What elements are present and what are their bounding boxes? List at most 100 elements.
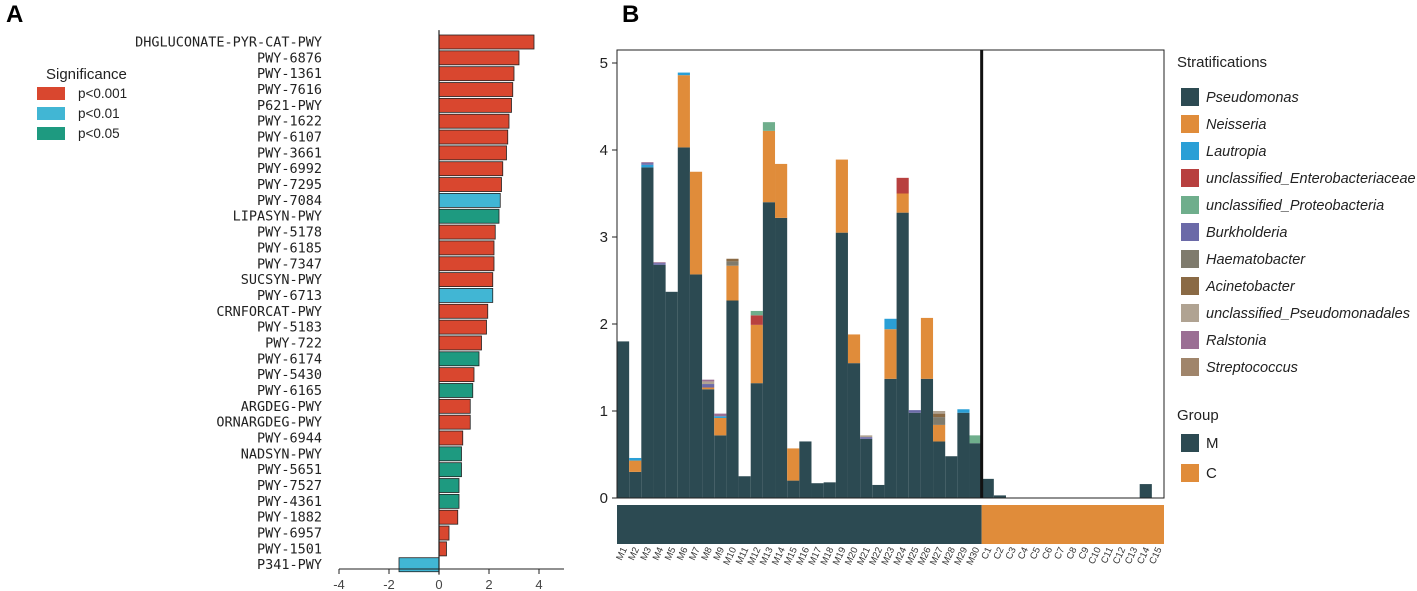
pathway-bar — [438, 541, 447, 557]
stack-segment — [957, 409, 970, 413]
pathway-bar — [438, 430, 464, 446]
sample-label: M4 — [651, 546, 667, 563]
legend-swatch — [1181, 250, 1199, 268]
pathway-bar — [438, 256, 495, 272]
legend-swatch — [1181, 223, 1199, 241]
legend-swatch — [1181, 142, 1199, 160]
stack-segment — [714, 416, 727, 418]
legend-label: p<0.01 — [78, 106, 120, 121]
y-tick-label: 3 — [600, 229, 608, 246]
legend-label: Ralstonia — [1206, 333, 1266, 349]
sample-label: C5 — [1028, 546, 1043, 562]
pathway-label: PWY-1622 — [257, 114, 322, 130]
y-tick-label: 1 — [600, 403, 608, 420]
pathway-label: SUCSYN-PWY — [241, 272, 322, 288]
stack-segment — [641, 164, 654, 168]
stack-segment — [908, 410, 921, 413]
stack-segment — [762, 130, 776, 203]
pathway-bar — [438, 446, 462, 462]
stack-segment — [933, 441, 946, 498]
pathway-label: PWY-6185 — [257, 240, 322, 256]
group-strip-segment — [617, 505, 982, 544]
stack-segment — [896, 193, 909, 213]
stack-segment — [702, 387, 715, 390]
pathway-bar — [438, 129, 509, 145]
legend-swatch — [1181, 169, 1199, 187]
stack-segment — [762, 122, 776, 131]
legend-label: p<0.05 — [78, 126, 120, 141]
stack-segment — [689, 274, 703, 498]
group-legend-title: Group — [1177, 407, 1219, 424]
pathway-label: P341-PWY — [257, 557, 322, 573]
pathway-label: PWY-5651 — [257, 462, 322, 478]
stack-segment — [896, 212, 909, 498]
stack-segment — [726, 265, 739, 301]
legend-label: unclassified_Proteobacteria — [1206, 198, 1384, 214]
stack-segment — [775, 217, 788, 499]
stack-segment — [665, 291, 678, 498]
pathway-label: ARGDEG-PWY — [241, 399, 322, 415]
stack-segment — [677, 72, 690, 76]
legend-swatch — [37, 107, 65, 120]
stack-segment — [750, 324, 763, 384]
stack-segment — [787, 448, 800, 481]
plot-border — [616, 49, 1165, 499]
stack-segment — [689, 171, 703, 275]
pathway-label: PWY-7527 — [257, 478, 322, 494]
pathway-bar — [438, 288, 494, 303]
stack-segment — [835, 159, 848, 233]
stack-segment — [1139, 484, 1152, 498]
stack-segment — [884, 329, 897, 379]
stack-segment — [750, 383, 763, 498]
legend-label: Neisseria — [1206, 117, 1266, 133]
pathway-bar — [438, 240, 495, 256]
sample-labels: M1M2M3M4M5M6M7M8M9M10M11M12M13M14M15M16M… — [614, 546, 1164, 567]
pathway-bar — [438, 383, 474, 398]
pathway-label: DHGLUCONATE-PYR-CAT-PWY — [135, 35, 322, 51]
pathway-label: PWY-6713 — [257, 288, 322, 304]
x-tick-label: 0 — [435, 577, 442, 591]
x-tick-label: 4 — [535, 577, 542, 591]
pathway-bar — [438, 367, 475, 383]
stack-segment — [945, 456, 958, 498]
stack-segment — [714, 417, 727, 436]
stack-segment — [835, 232, 848, 498]
pathway-bar — [438, 272, 494, 288]
pathway-label: PWY-7295 — [257, 177, 322, 193]
pathway-labels: DHGLUCONATE-PYR-CAT-PWYPWY-6876PWY-1361P… — [135, 35, 322, 574]
stack-segment — [702, 381, 715, 385]
y-tick-label: 4 — [600, 142, 608, 159]
stack-segment — [738, 476, 751, 498]
pathway-label: PWY-722 — [265, 335, 322, 351]
pathway-bar — [438, 509, 459, 525]
pathway-label: PWY-1882 — [257, 510, 322, 526]
pathway-label: PWY-1501 — [257, 541, 322, 557]
pathway-bar — [438, 113, 510, 129]
pathway-label: PWY-7347 — [257, 256, 322, 272]
stack-segment — [629, 457, 642, 461]
stack-segment — [823, 482, 836, 498]
sample-label: M3 — [639, 546, 655, 563]
stratifications-legend: Stratifications Pseudomonas Neisseria Laut… — [1177, 54, 1416, 376]
legend-label: unclassified_Enterobacteriaceae — [1206, 171, 1416, 187]
sample-label: C2 — [992, 546, 1007, 562]
pathway-bar — [438, 351, 480, 367]
stack-segment — [896, 177, 909, 194]
stack-segment — [641, 162, 654, 164]
stack-segment — [702, 384, 715, 388]
pathway-bar — [438, 303, 489, 319]
stack-segment — [750, 310, 763, 316]
pathway-label: PWY-6107 — [257, 130, 322, 146]
stack-segment — [787, 480, 800, 498]
legend-swatch — [1181, 115, 1199, 133]
sample-label: C15 — [1147, 546, 1164, 566]
stack-segment — [653, 262, 666, 264]
stack-segment — [629, 460, 642, 472]
panel-label-b: B — [622, 1, 639, 28]
legend-label: Pseudomonas — [1206, 90, 1299, 106]
pathway-bar — [438, 97, 512, 113]
stack-segment — [714, 435, 727, 498]
pathway-bar — [438, 462, 462, 478]
stack-segment — [847, 334, 861, 364]
